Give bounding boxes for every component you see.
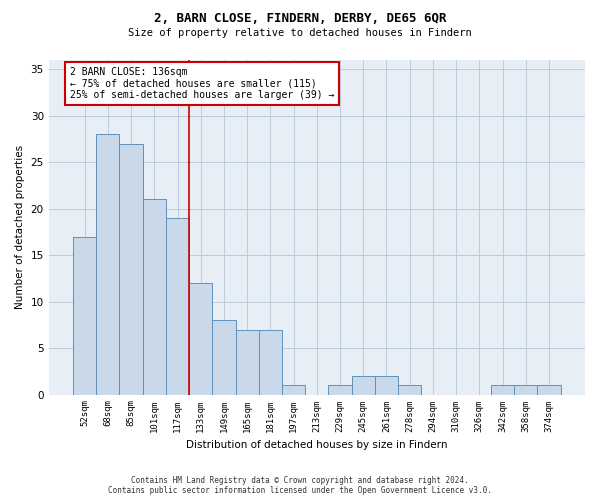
Bar [73, 236, 96, 394]
Bar [538, 386, 560, 394]
Bar [514, 386, 538, 394]
Bar [491, 386, 514, 394]
Bar [143, 200, 166, 394]
Bar [328, 386, 352, 394]
Bar [189, 283, 212, 395]
Text: Contains HM Land Registry data © Crown copyright and database right 2024.
Contai: Contains HM Land Registry data © Crown c… [108, 476, 492, 495]
Bar [96, 134, 119, 394]
Text: Size of property relative to detached houses in Findern: Size of property relative to detached ho… [128, 28, 472, 38]
Bar [212, 320, 236, 394]
Bar [236, 330, 259, 394]
Text: 2, BARN CLOSE, FINDERN, DERBY, DE65 6QR: 2, BARN CLOSE, FINDERN, DERBY, DE65 6QR [154, 12, 446, 26]
Bar [352, 376, 375, 394]
Y-axis label: Number of detached properties: Number of detached properties [15, 145, 25, 310]
Text: 2 BARN CLOSE: 136sqm
← 75% of detached houses are smaller (115)
25% of semi-deta: 2 BARN CLOSE: 136sqm ← 75% of detached h… [70, 66, 334, 100]
Bar [398, 386, 421, 394]
Bar [119, 144, 143, 394]
Bar [166, 218, 189, 394]
Bar [282, 386, 305, 394]
Bar [259, 330, 282, 394]
Bar [375, 376, 398, 394]
X-axis label: Distribution of detached houses by size in Findern: Distribution of detached houses by size … [186, 440, 448, 450]
